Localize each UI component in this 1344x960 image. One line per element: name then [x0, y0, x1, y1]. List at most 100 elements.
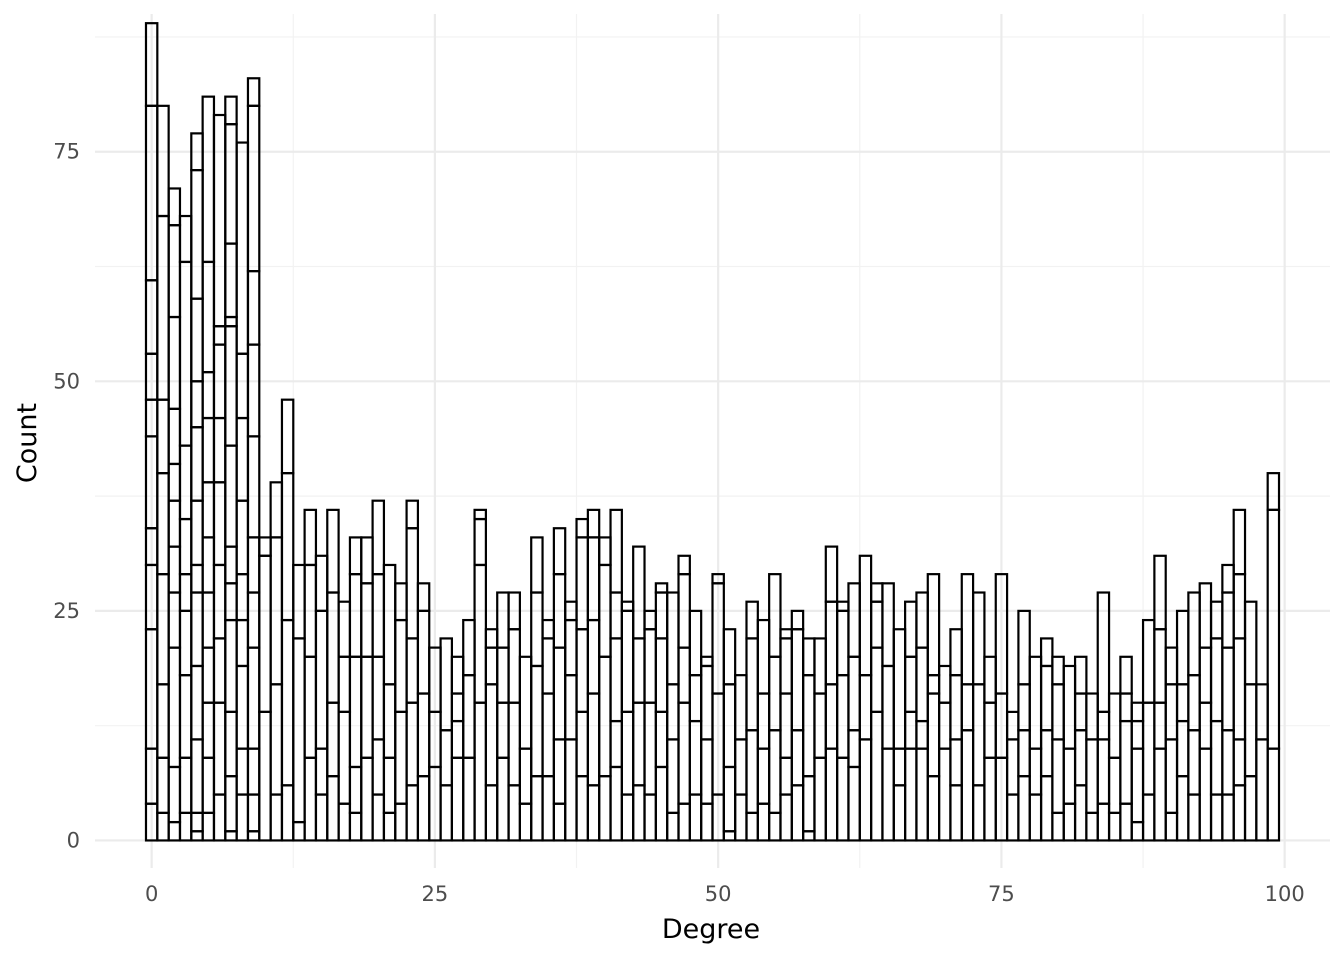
histogram-bar-segment	[1255, 683, 1269, 741]
histogram-bar-segment	[201, 756, 216, 815]
histogram-bar-segment	[677, 701, 691, 805]
histogram-bar-segment	[824, 545, 839, 603]
histogram-bar-segment	[235, 618, 250, 668]
histogram-bar-segment	[1153, 628, 1167, 704]
histogram-bar-segment	[1243, 600, 1258, 686]
histogram-bar-segment	[1221, 729, 1235, 796]
histogram-bar-segment	[881, 664, 895, 750]
histogram-bar-segment	[348, 573, 363, 658]
histogram-bar-segment	[507, 628, 521, 704]
histogram-bar-segment	[915, 646, 929, 723]
histogram-bar-segment	[360, 582, 374, 658]
histogram-bar-segment	[1119, 655, 1133, 695]
histogram-bar-segment	[802, 775, 816, 833]
histogram-bar-segment	[439, 784, 454, 842]
histogram-bar-segment	[598, 655, 612, 778]
histogram-bar-segment	[212, 113, 227, 328]
histogram-bar-segment	[303, 508, 318, 567]
histogram-bar-segment	[405, 637, 420, 704]
histogram-bar-segment	[541, 618, 555, 640]
histogram-bar-segment	[1062, 664, 1077, 750]
x-axis-tick-labels: 0 25 50 75 100	[145, 882, 1305, 906]
histogram-bar-segment	[1130, 701, 1145, 723]
histogram-bar-segment	[949, 738, 963, 787]
histogram-bar-segment	[518, 655, 533, 750]
histogram-bar-segment	[224, 123, 238, 245]
histogram-bar-segment	[450, 756, 465, 842]
histogram-bar-segment	[337, 802, 352, 842]
histogram-bar-segment	[915, 591, 929, 649]
histogram-bar-segment	[586, 508, 601, 539]
histogram-bar-segment	[1096, 738, 1111, 805]
histogram-bar-segment	[405, 784, 420, 842]
histogram-bar-segment	[212, 637, 227, 704]
histogram-bar-segment	[666, 738, 680, 815]
histogram-bar-segment	[1187, 591, 1201, 677]
histogram-bar-segment	[190, 664, 204, 741]
histogram-bar-segment	[994, 573, 1009, 695]
histogram-bar-segment	[858, 554, 873, 677]
histogram-bar-segment	[1255, 738, 1269, 842]
histogram-bar-segment	[292, 820, 306, 842]
histogram-bar-segment	[734, 738, 748, 796]
histogram-bar-segment	[246, 270, 261, 346]
histogram-bar-segment	[1085, 692, 1099, 741]
histogram-bar-segment	[156, 398, 170, 475]
histogram-bar-segment	[382, 563, 397, 686]
histogram-bar-segment	[1198, 646, 1213, 704]
histogram-bar-segment	[541, 775, 555, 842]
histogram-bar-segment	[722, 765, 737, 833]
histogram-bar-segment	[314, 609, 329, 750]
histogram-bar-segment	[156, 472, 170, 576]
histogram-bar-segment	[496, 701, 510, 759]
histogram-bar-segment	[1164, 646, 1179, 686]
histogram-bar-segment	[1062, 747, 1077, 805]
histogram-bar-segment	[1141, 618, 1156, 704]
histogram-bar-segment	[212, 563, 227, 640]
histogram-bar-segment	[1266, 508, 1281, 750]
histogram-bar-segment	[326, 701, 340, 778]
histogram-bar-segment	[949, 674, 963, 741]
histogram-bar-segment	[371, 793, 386, 842]
histogram-bar-segment	[178, 756, 193, 815]
histogram-bar-segment	[473, 508, 487, 521]
histogram-bar-segment	[688, 719, 703, 796]
histogram-bar-segment	[1232, 784, 1247, 842]
histogram-bar-segment	[971, 591, 986, 686]
histogram-bar-segment	[824, 683, 839, 750]
histogram-bar-segment	[292, 563, 306, 640]
histogram-bar-segment	[156, 573, 170, 686]
histogram-bar-segment	[677, 554, 691, 576]
x-tick-label: 25	[422, 882, 449, 906]
histogram-bar-segment	[654, 591, 669, 640]
histogram-bar-segment	[201, 591, 216, 649]
histogram-bar-segment	[405, 527, 420, 640]
histogram-bar-segment	[1153, 747, 1167, 842]
histogram-bar-segment	[337, 655, 352, 713]
histogram-bar-segment	[212, 416, 227, 484]
histogram-bar-segment	[246, 646, 261, 750]
histogram-bar-segment	[1198, 747, 1213, 842]
histogram-bar-segment	[779, 637, 793, 695]
histogram-bar-segment	[824, 600, 839, 686]
histogram-bar-segment	[632, 784, 646, 842]
histogram-bar-segment	[609, 591, 623, 640]
histogram-bar-segment	[246, 343, 261, 438]
histogram-bar-segment	[734, 674, 748, 741]
histogram-bar-segment	[620, 710, 635, 796]
histogram-bar-segment	[156, 756, 170, 815]
histogram-bar-segment	[790, 729, 805, 787]
histogram-bar-segment	[1028, 793, 1043, 842]
histogram-bar-segment	[1232, 508, 1247, 576]
histogram-bar-segment	[212, 481, 227, 567]
histogram-bar-segment	[530, 536, 544, 594]
histogram-bar-segment	[1119, 692, 1133, 723]
histogram-bar-segment	[1209, 600, 1224, 640]
histogram-bar-segment	[280, 398, 295, 475]
histogram-bar-segment	[416, 582, 431, 612]
histogram-bar-segment	[1028, 747, 1043, 796]
histogram-bar-segment	[156, 214, 170, 401]
histogram-bar-segment	[609, 719, 623, 769]
histogram-bar-segment	[586, 618, 601, 695]
